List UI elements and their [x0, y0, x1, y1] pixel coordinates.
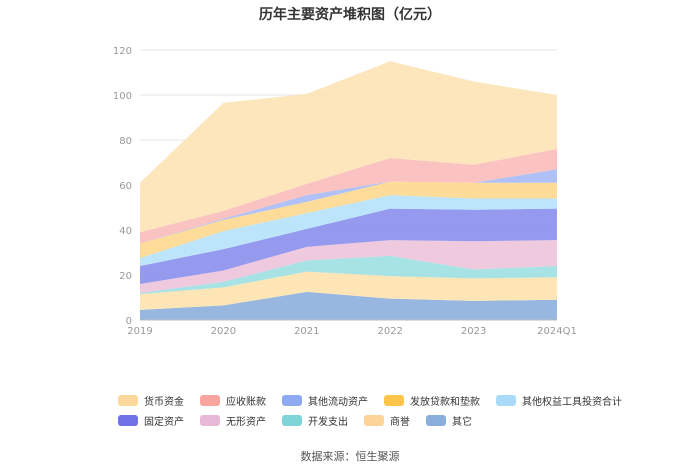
x-tick-label: 2023 [461, 326, 486, 337]
legend-item[interactable]: 无形资产 [200, 413, 266, 428]
area-series-7 [140, 169, 557, 244]
stacked-area-chart: 0 20 40 60 80 100 120 2019 2020 2021 2022 2023 2024Q… [113, 46, 577, 337]
x-tick-label: 2020 [211, 326, 236, 337]
legend-label: 货币资金 [144, 396, 184, 408]
legend-label: 其它 [452, 416, 472, 428]
legend-swatch [200, 394, 220, 406]
legend-label: 其他流动资产 [308, 396, 368, 408]
legend-item[interactable]: 其它 [426, 413, 472, 428]
legend-swatch [282, 394, 302, 406]
x-tick-label: 2024Q1 [537, 326, 577, 337]
legend-label: 商誉 [390, 416, 410, 428]
area-series-3 [140, 240, 557, 293]
y-tick-label: 60 [119, 181, 132, 192]
y-tick-label: 20 [119, 271, 132, 282]
legend-swatch [200, 414, 220, 426]
y-tick-label: 120 [113, 46, 132, 57]
legend-item[interactable]: 应收账款 [200, 393, 266, 408]
area-series-5 [140, 195, 557, 266]
area-series-8 [140, 149, 557, 244]
legend: 货币资金 应收账款 其他流动资产 发放贷款和垫款 其他权益工具投资合计固定资产 无形资产 开… [118, 390, 638, 430]
legend-item[interactable]: 发放贷款和垫款 [384, 393, 480, 408]
area-series-2 [140, 255, 557, 295]
legend-swatch [384, 394, 404, 406]
chart-title: 历年主要资产堆积图（亿元） [259, 7, 441, 23]
legend-swatch [364, 414, 384, 426]
legend-row: 固定资产 无形资产 开发支出 商誉 其它 [118, 410, 638, 430]
legend-label: 其他权益工具投资合计 [522, 396, 622, 408]
legend-item[interactable]: 商誉 [364, 413, 410, 428]
legend-row: 货币资金 应收账款 其他流动资产 发放贷款和垫款 其他权益工具投资合计 [118, 390, 638, 410]
legend-swatch [118, 414, 138, 426]
legend-swatch [118, 394, 138, 406]
y-tick-label: 40 [119, 226, 132, 237]
data-source-note: 数据来源：恒生聚源 [300, 450, 400, 463]
legend-label: 固定资产 [144, 416, 184, 428]
legend-label: 应收账款 [226, 396, 266, 408]
area-series-0 [140, 291, 557, 320]
legend-swatch [282, 414, 302, 426]
x-tick-label: 2022 [377, 326, 402, 337]
x-tick-label: 2021 [294, 326, 319, 337]
legend-item[interactable]: 货币资金 [118, 393, 184, 408]
legend-swatch [496, 394, 516, 406]
legend-item[interactable]: 开发支出 [282, 413, 348, 428]
y-tick-label: 100 [113, 91, 132, 102]
legend-label: 无形资产 [226, 416, 266, 428]
legend-swatch [426, 414, 446, 426]
legend-label: 发放贷款和垫款 [410, 396, 480, 408]
legend-item[interactable]: 其他流动资产 [282, 393, 368, 408]
area-series-1 [140, 271, 557, 310]
axes: 0 20 40 60 80 100 120 2019 2020 2021 2022 2023 2024Q… [113, 46, 577, 337]
y-tick-label: 80 [119, 136, 132, 147]
area-series-6 [140, 181, 557, 259]
legend-item[interactable]: 固定资产 [118, 413, 184, 428]
area-series-group [140, 61, 557, 320]
area-series-9 [140, 61, 557, 233]
legend-item[interactable]: 其他权益工具投资合计 [496, 393, 622, 408]
legend-label: 开发支出 [308, 416, 348, 428]
area-series-4 [140, 208, 557, 284]
y-tick-label: 0 [126, 316, 132, 327]
x-tick-label: 2019 [127, 326, 152, 337]
